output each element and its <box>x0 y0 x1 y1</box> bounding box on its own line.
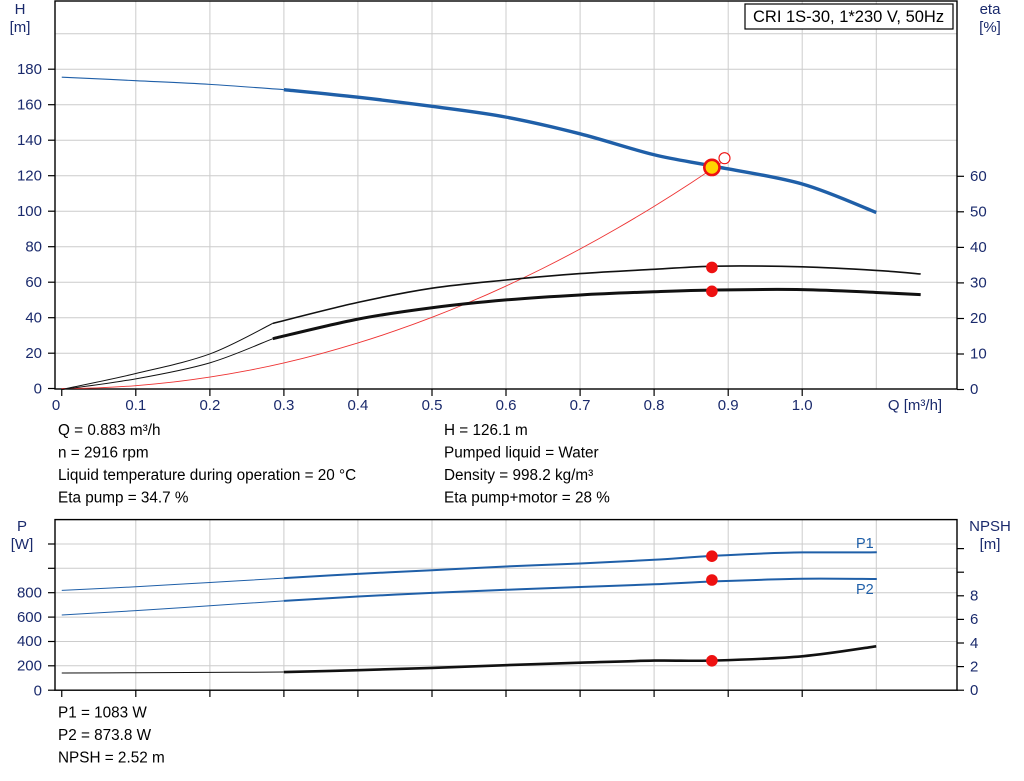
svg-text:Q [m³/h]: Q [m³/h] <box>888 397 942 414</box>
svg-text:600: 600 <box>17 609 42 626</box>
svg-text:4: 4 <box>970 635 978 652</box>
svg-text:0.9: 0.9 <box>718 397 739 414</box>
svg-text:160: 160 <box>17 97 42 114</box>
svg-text:100: 100 <box>17 203 42 220</box>
svg-text:30: 30 <box>970 274 987 291</box>
svg-text:H = 126.1 m: H = 126.1 m <box>444 422 528 439</box>
svg-text:0.6: 0.6 <box>496 397 517 414</box>
svg-text:CRI 1S-30, 1*230 V, 50Hz: CRI 1S-30, 1*230 V, 50Hz <box>753 8 944 26</box>
svg-text:Liquid temperature during oper: Liquid temperature during operation = 20… <box>58 467 356 484</box>
svg-text:80: 80 <box>25 239 42 256</box>
svg-text:Pumped liquid = Water: Pumped liquid = Water <box>444 445 599 462</box>
svg-text:eta: eta <box>980 1 1002 18</box>
svg-text:1.0: 1.0 <box>792 397 813 414</box>
svg-text:180: 180 <box>17 61 42 78</box>
svg-text:[m]: [m] <box>10 19 31 36</box>
svg-text:Eta pump+motor = 28 %: Eta pump+motor = 28 % <box>444 490 610 507</box>
svg-text:0: 0 <box>34 381 42 398</box>
svg-text:200: 200 <box>17 658 42 675</box>
svg-text:20: 20 <box>25 345 42 362</box>
svg-text:H: H <box>15 1 26 18</box>
svg-text:2: 2 <box>970 658 978 675</box>
svg-text:NPSH = 2.52 m: NPSH = 2.52 m <box>58 750 165 767</box>
svg-text:n = 2916 rpm: n = 2916 rpm <box>58 445 149 462</box>
svg-text:140: 140 <box>17 132 42 149</box>
svg-text:P2 = 873.8 W: P2 = 873.8 W <box>58 727 152 744</box>
svg-text:[m]: [m] <box>980 536 1001 553</box>
svg-text:400: 400 <box>17 633 42 650</box>
svg-text:0: 0 <box>52 397 60 414</box>
svg-text:6: 6 <box>970 611 978 628</box>
svg-text:0: 0 <box>970 682 978 699</box>
svg-text:Eta pump = 34.7 %: Eta pump = 34.7 % <box>58 490 189 507</box>
svg-text:Density = 998.2 kg/m³: Density = 998.2 kg/m³ <box>444 467 593 484</box>
svg-text:10: 10 <box>970 346 987 363</box>
svg-text:800: 800 <box>17 584 42 601</box>
svg-text:40: 40 <box>970 239 987 256</box>
svg-text:P1 = 1083 W: P1 = 1083 W <box>58 705 147 722</box>
svg-text:50: 50 <box>970 203 987 220</box>
svg-text:P2: P2 <box>856 582 874 598</box>
svg-text:0: 0 <box>970 381 978 398</box>
svg-text:0.2: 0.2 <box>199 397 220 414</box>
svg-text:0.5: 0.5 <box>422 397 443 414</box>
svg-text:Q = 0.883 m³/h: Q = 0.883 m³/h <box>58 422 160 439</box>
svg-text:60: 60 <box>25 274 42 291</box>
svg-text:0.3: 0.3 <box>273 397 294 414</box>
svg-text:P1: P1 <box>856 536 874 552</box>
svg-text:40: 40 <box>25 310 42 327</box>
svg-text:0.8: 0.8 <box>644 397 665 414</box>
svg-text:0: 0 <box>34 683 42 700</box>
svg-text:20: 20 <box>970 310 987 327</box>
svg-text:0.4: 0.4 <box>347 397 368 414</box>
svg-text:0.7: 0.7 <box>570 397 591 414</box>
svg-text:8: 8 <box>970 588 978 605</box>
svg-text:[%]: [%] <box>979 19 1001 36</box>
svg-text:120: 120 <box>17 168 42 185</box>
svg-text:[W]: [W] <box>11 536 34 553</box>
svg-text:60: 60 <box>970 168 987 185</box>
svg-text:P: P <box>17 518 27 535</box>
svg-text:NPSH: NPSH <box>969 518 1011 535</box>
svg-text:0.1: 0.1 <box>125 397 146 414</box>
